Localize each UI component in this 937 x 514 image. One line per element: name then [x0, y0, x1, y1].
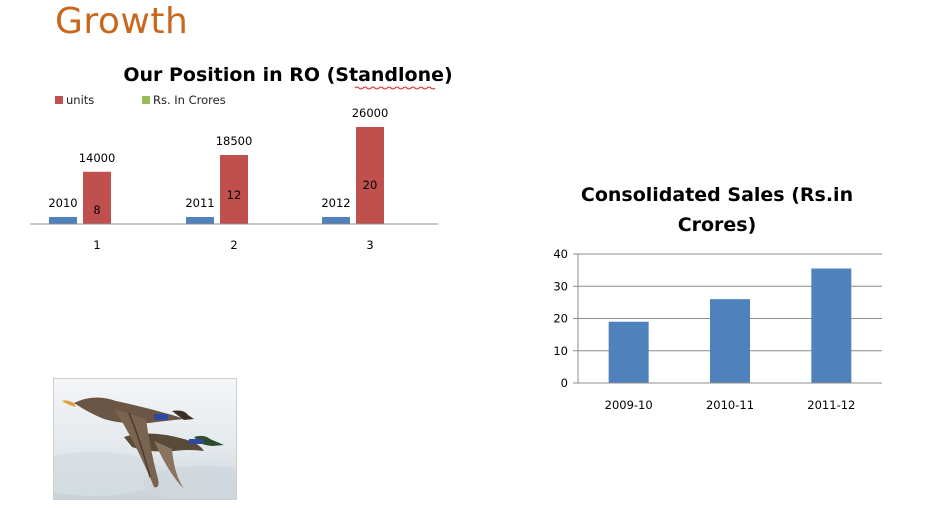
data-label-rs: 12	[227, 188, 242, 202]
legend-swatch-rs	[142, 96, 150, 104]
flying-ducks-photo	[53, 378, 237, 500]
x-tick-label: 2009-10	[605, 398, 653, 412]
legend-label-rs: Rs. In Crores	[153, 93, 226, 107]
legend-label-units: units	[66, 93, 94, 107]
y-tick-label: 30	[553, 279, 568, 293]
x-tick-label: 3	[366, 238, 373, 252]
chart-ro-position: Our Position in RO (Standlone) units Rs.…	[30, 64, 453, 252]
y-tick-label: 0	[561, 376, 568, 390]
x-tick-label: 2	[230, 238, 237, 252]
bar-year	[186, 217, 214, 224]
bar-units	[356, 127, 384, 224]
y-tick-label: 40	[553, 247, 568, 261]
chart2-title-line2: Crores)	[678, 214, 757, 236]
data-label-units: 18500	[216, 134, 253, 148]
chart1-title: Our Position in RO (Standlone)	[123, 64, 452, 86]
data-label-year: 2010	[48, 196, 77, 210]
y-tick-label: 20	[553, 312, 568, 326]
data-label-year: 2012	[321, 196, 350, 210]
chart2-title-line1: Consolidated Sales (Rs.in	[581, 184, 853, 206]
y-tick-label: 10	[553, 344, 568, 358]
ducks-illustration	[54, 379, 236, 499]
chart-consolidated-sales: Consolidated Sales (Rs.in Crores) 0 10 20 3…	[553, 184, 882, 412]
x-tick-label: 2011-12	[807, 398, 855, 412]
spellcheck-squiggle	[354, 86, 436, 90]
x-tick-label: 2010-11	[706, 398, 754, 412]
slide-title: Growth	[55, 1, 189, 42]
data-label-year: 2011	[185, 196, 214, 210]
x-tick-label: 1	[93, 238, 100, 252]
bar-units	[83, 171, 111, 224]
bar-sales	[811, 268, 852, 383]
bar-units	[220, 154, 248, 224]
bar-sales	[608, 321, 649, 383]
bar-sales	[710, 299, 750, 383]
legend-swatch-units	[55, 96, 63, 104]
bar-year	[322, 217, 350, 224]
data-label-units: 14000	[79, 151, 116, 165]
data-label-rs: 20	[363, 178, 378, 192]
data-label-units: 26000	[352, 106, 389, 120]
data-label-rs: 8	[93, 203, 100, 217]
bar-year	[49, 217, 77, 224]
